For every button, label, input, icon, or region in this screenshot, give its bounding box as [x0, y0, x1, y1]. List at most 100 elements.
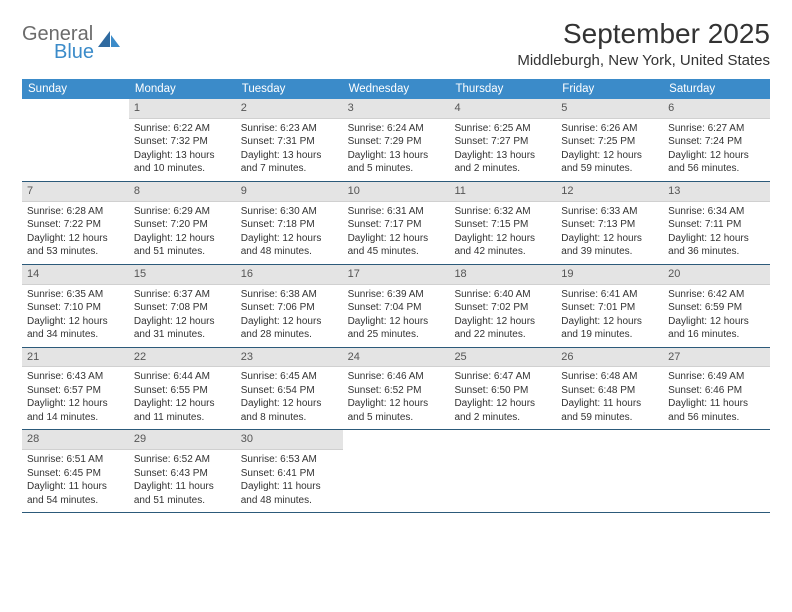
- calendar-day: 13Sunrise: 6:34 AMSunset: 7:11 PMDayligh…: [663, 182, 770, 264]
- sunrise-line: Sunrise: 6:39 AM: [348, 288, 445, 302]
- header: General Blue September 2025 Middleburgh,…: [22, 18, 770, 69]
- sunset-line: Sunset: 7:01 PM: [561, 301, 658, 315]
- sunrise-line: Sunrise: 6:26 AM: [561, 122, 658, 136]
- sunset-line: Sunset: 6:41 PM: [241, 467, 338, 481]
- calendar-week: 7Sunrise: 6:28 AMSunset: 7:22 PMDaylight…: [22, 182, 770, 265]
- calendar-day: 21Sunrise: 6:43 AMSunset: 6:57 PMDayligh…: [22, 348, 129, 430]
- sunrise-line: Sunrise: 6:41 AM: [561, 288, 658, 302]
- daylight-line: Daylight: 12 hours and 39 minutes.: [561, 232, 658, 259]
- sunrise-line: Sunrise: 6:29 AM: [134, 205, 231, 219]
- daylight-line: Daylight: 12 hours and 2 minutes.: [454, 397, 551, 424]
- calendar-day: [22, 99, 129, 181]
- sunrise-line: Sunrise: 6:53 AM: [241, 453, 338, 467]
- sunrise-line: Sunrise: 6:37 AM: [134, 288, 231, 302]
- sunrise-line: Sunrise: 6:35 AM: [27, 288, 124, 302]
- calendar-day: 20Sunrise: 6:42 AMSunset: 6:59 PMDayligh…: [663, 265, 770, 347]
- sunrise-line: Sunrise: 6:32 AM: [454, 205, 551, 219]
- calendar-week: 21Sunrise: 6:43 AMSunset: 6:57 PMDayligh…: [22, 348, 770, 431]
- sunset-line: Sunset: 7:32 PM: [134, 135, 231, 149]
- daylight-line: Daylight: 11 hours and 56 minutes.: [668, 397, 765, 424]
- sunrise-line: Sunrise: 6:27 AM: [668, 122, 765, 136]
- day-number: 12: [556, 182, 663, 202]
- day-number: 13: [663, 182, 770, 202]
- calendar-day: 3Sunrise: 6:24 AMSunset: 7:29 PMDaylight…: [343, 99, 450, 181]
- daylight-line: Daylight: 12 hours and 19 minutes.: [561, 315, 658, 342]
- daylight-line: Daylight: 12 hours and 8 minutes.: [241, 397, 338, 424]
- sunset-line: Sunset: 7:06 PM: [241, 301, 338, 315]
- sunset-line: Sunset: 7:31 PM: [241, 135, 338, 149]
- calendar-day: 25Sunrise: 6:47 AMSunset: 6:50 PMDayligh…: [449, 348, 556, 430]
- sunset-line: Sunset: 7:04 PM: [348, 301, 445, 315]
- calendar-day: 4Sunrise: 6:25 AMSunset: 7:27 PMDaylight…: [449, 99, 556, 181]
- sunrise-line: Sunrise: 6:52 AM: [134, 453, 231, 467]
- day-number: 20: [663, 265, 770, 285]
- day-number: 14: [22, 265, 129, 285]
- calendar-day: 27Sunrise: 6:49 AMSunset: 6:46 PMDayligh…: [663, 348, 770, 430]
- sunrise-line: Sunrise: 6:43 AM: [27, 370, 124, 384]
- day-number: 8: [129, 182, 236, 202]
- calendar-day: 8 Sunrise: 6:29 AMSunset: 7:20 PMDaylight…: [129, 182, 236, 264]
- sunset-line: Sunset: 7:18 PM: [241, 218, 338, 232]
- weekday-header: Sunday: [22, 79, 129, 99]
- calendar-day: 19Sunrise: 6:41 AMSunset: 7:01 PMDayligh…: [556, 265, 663, 347]
- calendar-week: 1Sunrise: 6:22 AMSunset: 7:32 PMDaylight…: [22, 99, 770, 182]
- calendar-day: [556, 430, 663, 512]
- daylight-line: Daylight: 13 hours and 2 minutes.: [454, 149, 551, 176]
- day-number: 3: [343, 99, 450, 119]
- daylight-line: Daylight: 13 hours and 10 minutes.: [134, 149, 231, 176]
- day-number: 30: [236, 430, 343, 450]
- daylight-line: Daylight: 12 hours and 5 minutes.: [348, 397, 445, 424]
- calendar-day: [343, 430, 450, 512]
- sunset-line: Sunset: 6:55 PM: [134, 384, 231, 398]
- sunrise-line: Sunrise: 6:34 AM: [668, 205, 765, 219]
- sunrise-line: Sunrise: 6:44 AM: [134, 370, 231, 384]
- daylight-line: Daylight: 11 hours and 51 minutes.: [134, 480, 231, 507]
- daylight-line: Daylight: 12 hours and 45 minutes.: [348, 232, 445, 259]
- calendar-day: 11Sunrise: 6:32 AMSunset: 7:15 PMDayligh…: [449, 182, 556, 264]
- sunset-line: Sunset: 7:27 PM: [454, 135, 551, 149]
- calendar-day: 1Sunrise: 6:22 AMSunset: 7:32 PMDaylight…: [129, 99, 236, 181]
- weekday-header: Friday: [556, 79, 663, 99]
- sunset-line: Sunset: 6:54 PM: [241, 384, 338, 398]
- calendar-day: 17Sunrise: 6:39 AMSunset: 7:04 PMDayligh…: [343, 265, 450, 347]
- calendar-day: 5Sunrise: 6:26 AMSunset: 7:25 PMDaylight…: [556, 99, 663, 181]
- daylight-line: Daylight: 13 hours and 5 minutes.: [348, 149, 445, 176]
- calendar-day: 26Sunrise: 6:48 AMSunset: 6:48 PMDayligh…: [556, 348, 663, 430]
- calendar-day: 28Sunrise: 6:51 AMSunset: 6:45 PMDayligh…: [22, 430, 129, 512]
- day-number: 26: [556, 348, 663, 368]
- sunset-line: Sunset: 7:17 PM: [348, 218, 445, 232]
- sunset-line: Sunset: 6:43 PM: [134, 467, 231, 481]
- sunrise-line: Sunrise: 6:23 AM: [241, 122, 338, 136]
- brand-logo: General Blue: [22, 24, 120, 62]
- daylight-line: Daylight: 12 hours and 16 minutes.: [668, 315, 765, 342]
- sunset-line: Sunset: 7:15 PM: [454, 218, 551, 232]
- sunset-line: Sunset: 7:11 PM: [668, 218, 765, 232]
- daylight-line: Daylight: 12 hours and 31 minutes.: [134, 315, 231, 342]
- day-number: 5: [556, 99, 663, 119]
- brand-text: General Blue: [22, 24, 94, 62]
- daylight-line: Daylight: 12 hours and 28 minutes.: [241, 315, 338, 342]
- day-number: 2: [236, 99, 343, 119]
- calendar-day: 16Sunrise: 6:38 AMSunset: 7:06 PMDayligh…: [236, 265, 343, 347]
- sunset-line: Sunset: 7:20 PM: [134, 218, 231, 232]
- sunrise-line: Sunrise: 6:42 AM: [668, 288, 765, 302]
- calendar-week: 14Sunrise: 6:35 AMSunset: 7:10 PMDayligh…: [22, 265, 770, 348]
- day-number: 23: [236, 348, 343, 368]
- sunrise-line: Sunrise: 6:25 AM: [454, 122, 551, 136]
- calendar-day: 29Sunrise: 6:52 AMSunset: 6:43 PMDayligh…: [129, 430, 236, 512]
- sunrise-line: Sunrise: 6:49 AM: [668, 370, 765, 384]
- calendar-day: 6Sunrise: 6:27 AMSunset: 7:24 PMDaylight…: [663, 99, 770, 181]
- daylight-line: Daylight: 11 hours and 48 minutes.: [241, 480, 338, 507]
- sunrise-line: Sunrise: 6:24 AM: [348, 122, 445, 136]
- calendar-day: 2Sunrise: 6:23 AMSunset: 7:31 PMDaylight…: [236, 99, 343, 181]
- day-number: 16: [236, 265, 343, 285]
- day-number: 9: [236, 182, 343, 202]
- sunset-line: Sunset: 6:57 PM: [27, 384, 124, 398]
- sunset-line: Sunset: 7:13 PM: [561, 218, 658, 232]
- sunset-line: Sunset: 6:50 PM: [454, 384, 551, 398]
- calendar-day: 10Sunrise: 6:31 AMSunset: 7:17 PMDayligh…: [343, 182, 450, 264]
- weekday-header: Thursday: [449, 79, 556, 99]
- daylight-line: Daylight: 12 hours and 51 minutes.: [134, 232, 231, 259]
- calendar-day: [663, 430, 770, 512]
- day-number: 25: [449, 348, 556, 368]
